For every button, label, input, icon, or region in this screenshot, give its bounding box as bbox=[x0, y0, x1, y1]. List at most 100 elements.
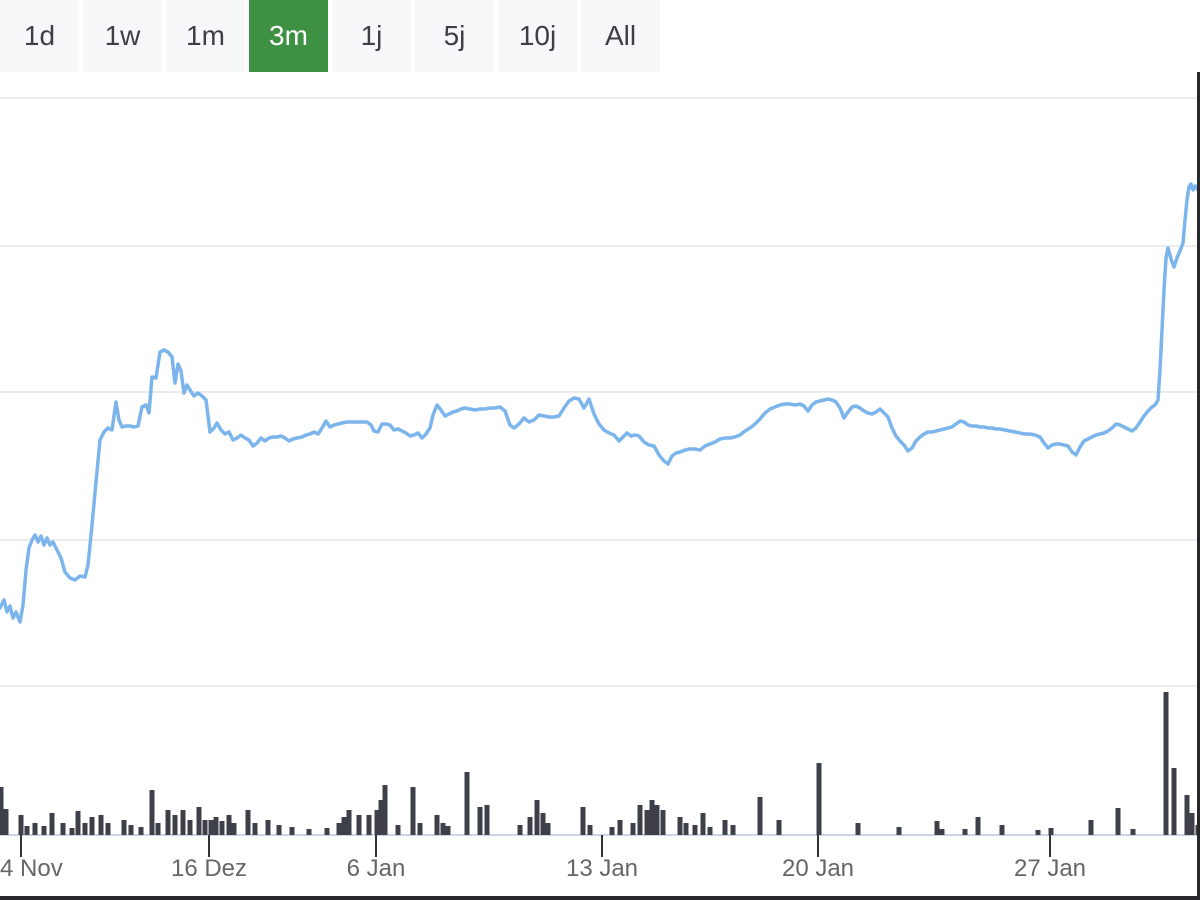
volume-bar bbox=[378, 800, 384, 835]
volume-bar bbox=[276, 825, 282, 835]
volume-bar bbox=[1163, 692, 1169, 835]
volume-bar bbox=[1035, 830, 1041, 835]
range-button-1j[interactable]: 1j bbox=[332, 0, 411, 72]
right-edge-border bbox=[1197, 72, 1200, 900]
volume-bar bbox=[692, 825, 698, 835]
volume-bar bbox=[265, 820, 271, 835]
x-axis-label: 20 Jan bbox=[782, 855, 854, 882]
volume-bar bbox=[180, 810, 186, 835]
volume-bar bbox=[683, 823, 689, 835]
volume-bar bbox=[477, 807, 483, 835]
volume-bar bbox=[637, 805, 643, 835]
volume-bar bbox=[410, 787, 416, 835]
volume-bar bbox=[757, 797, 763, 835]
volume-bar bbox=[1184, 795, 1190, 835]
volume-bar bbox=[196, 807, 202, 835]
x-axis-label: 13 Jan bbox=[566, 855, 638, 882]
range-button-all[interactable]: All bbox=[581, 0, 660, 72]
volume-bar bbox=[3, 809, 9, 835]
volume-bar bbox=[187, 820, 193, 835]
volume-bar bbox=[172, 815, 178, 835]
volume-bar bbox=[776, 820, 782, 835]
range-toolbar: 1d 1w 1m 3m 1j 5j 10j All bbox=[0, 0, 660, 72]
volume-bar bbox=[580, 807, 586, 835]
volume-bar bbox=[18, 815, 24, 835]
volume-bar bbox=[660, 810, 666, 835]
volume-bar bbox=[534, 800, 540, 835]
volume-bar bbox=[934, 821, 940, 835]
volume-bar bbox=[245, 810, 251, 835]
volume-bar bbox=[962, 829, 968, 835]
range-button-10j[interactable]: 10j bbox=[498, 0, 577, 72]
volume-bar bbox=[677, 817, 683, 835]
volume-bar bbox=[208, 820, 214, 835]
volume-bar bbox=[75, 811, 81, 835]
volume-bar bbox=[41, 826, 47, 835]
volume-bar bbox=[89, 817, 95, 835]
volume-bar bbox=[98, 815, 104, 835]
volume-bar bbox=[999, 825, 1005, 835]
volume-bar bbox=[32, 823, 38, 835]
price-line-series bbox=[0, 182, 1199, 624]
volume-bar bbox=[700, 813, 706, 835]
volume-bar bbox=[1130, 829, 1136, 835]
volume-bar bbox=[816, 763, 822, 835]
x-axis-label: 27 Jan bbox=[1014, 855, 1086, 882]
volume-bar bbox=[24, 826, 30, 835]
volume-bar bbox=[1088, 820, 1094, 835]
volume-bar bbox=[155, 823, 161, 835]
volume-bar bbox=[82, 823, 88, 835]
volume-bar bbox=[165, 810, 171, 835]
volume-bar bbox=[231, 823, 237, 835]
volume-bar bbox=[440, 823, 446, 835]
range-button-1w[interactable]: 1w bbox=[83, 0, 162, 72]
volume-bar bbox=[540, 813, 546, 835]
volume-bar bbox=[896, 827, 902, 835]
volume-bar bbox=[484, 805, 490, 835]
volume-bar bbox=[434, 815, 440, 835]
volume-bar bbox=[219, 821, 225, 835]
range-button-3m[interactable]: 3m bbox=[249, 0, 328, 72]
range-button-5j[interactable]: 5j bbox=[415, 0, 494, 72]
volume-bar bbox=[644, 810, 650, 835]
volume-bar bbox=[324, 828, 330, 835]
volume-bar bbox=[609, 827, 615, 835]
volume-bar bbox=[855, 823, 861, 835]
volume-bar bbox=[336, 823, 342, 835]
volume-bar bbox=[1189, 813, 1195, 835]
volume-bar bbox=[69, 828, 75, 835]
x-axis-label: 6 Jan bbox=[347, 855, 406, 882]
volume-bar bbox=[105, 823, 111, 835]
volume-bar bbox=[707, 827, 713, 835]
volume-bar bbox=[417, 823, 423, 835]
range-button-1d[interactable]: 1d bbox=[0, 0, 79, 72]
volume-bar bbox=[517, 825, 523, 835]
volume-bar bbox=[1115, 808, 1121, 835]
volume-bar bbox=[527, 817, 533, 835]
volume-bar bbox=[366, 815, 372, 835]
volume-bar bbox=[121, 820, 127, 835]
volume-bar bbox=[654, 805, 660, 835]
volume-bar bbox=[1048, 828, 1054, 835]
volume-bar bbox=[722, 820, 728, 835]
volume-bar bbox=[630, 823, 636, 835]
volume-bar bbox=[464, 772, 470, 835]
volume-bar bbox=[49, 813, 55, 835]
volume-bar bbox=[939, 829, 945, 835]
volume-bar bbox=[356, 815, 362, 835]
volume-bar bbox=[306, 829, 312, 835]
volume-bar bbox=[341, 817, 347, 835]
plot-area[interactable] bbox=[0, 72, 1197, 835]
volume-bar bbox=[649, 800, 655, 835]
volume-bar bbox=[587, 825, 593, 835]
volume-bar bbox=[730, 825, 736, 835]
bottom-edge-border bbox=[0, 896, 1200, 900]
volume-bar bbox=[252, 823, 258, 835]
volume-bar bbox=[545, 823, 551, 835]
range-button-1m[interactable]: 1m bbox=[166, 0, 245, 72]
x-axis-label: 4 Nov bbox=[0, 855, 63, 882]
volume-bar bbox=[617, 820, 623, 835]
volume-bar bbox=[374, 810, 380, 835]
volume-bar bbox=[346, 810, 352, 835]
